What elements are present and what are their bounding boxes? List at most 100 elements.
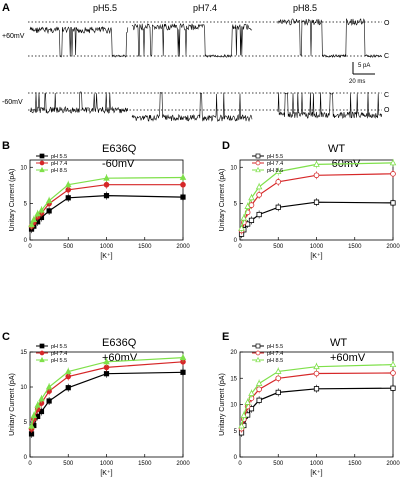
legend-marker — [255, 166, 261, 173]
y-tick-label: 5 — [234, 202, 238, 208]
data-point — [275, 389, 281, 396]
panel-a-letter: A — [2, 2, 10, 14]
x-tick-label: 0 — [28, 461, 32, 467]
chart-annotation: WT — [330, 337, 347, 349]
data-point — [275, 179, 282, 185]
panel-letter: D — [222, 140, 230, 152]
y-tick-label: 5 — [24, 420, 28, 426]
y-tick-label: 10 — [230, 165, 237, 171]
y-tick-label: 0 — [234, 238, 238, 244]
y-tick-label: 20 — [230, 350, 237, 356]
legend-marker — [39, 356, 45, 363]
series-line — [30, 184, 183, 227]
x-tick-label: 1500 — [138, 244, 152, 250]
data-point — [103, 174, 110, 181]
data-point — [180, 369, 186, 375]
x-tick-label: 0 — [238, 244, 242, 250]
scale-time-label: 20 ms — [349, 79, 365, 85]
chart-panel-e: E 0 500 1000 1500 2000 0 5 10 15 20 [K⁺] Unitary Cur… — [219, 331, 400, 477]
legend-label: pH 5.5 — [51, 344, 67, 350]
data-point — [389, 360, 397, 368]
chart-annotation: WT — [328, 143, 345, 155]
panel-letter: C — [2, 331, 10, 343]
data-point — [248, 194, 255, 201]
x-tick-label: 500 — [273, 461, 284, 467]
y-tick-label: 10 — [20, 165, 27, 171]
current-trace — [277, 18, 382, 59]
series-line — [240, 387, 394, 434]
data-point — [28, 422, 35, 429]
data-point — [255, 379, 263, 386]
legend-entry: pH 7.4 — [252, 350, 283, 357]
data-point — [248, 202, 255, 208]
legend-label: pH 7.4 — [51, 161, 67, 167]
legend-entry: pH 8.5 — [252, 356, 283, 364]
level-label-closed-bottom: C — [384, 92, 389, 99]
condition-label-ph74: pH7.4 — [193, 3, 217, 13]
y-axis-label: Unitary Current (pA) — [219, 373, 226, 436]
legend-label: pH 5.5 — [51, 154, 67, 160]
data-point — [64, 181, 72, 188]
level-label-open-bottom: O — [384, 107, 390, 114]
x-tick-label: 500 — [63, 244, 74, 250]
data-point — [180, 194, 186, 200]
x-axis-label: [K⁺] — [100, 253, 112, 260]
x-axis-label: [K⁺] — [310, 253, 322, 260]
x-tick-label: 2000 — [176, 244, 190, 250]
data-point — [275, 204, 281, 210]
data-point — [46, 208, 52, 214]
legend-entry: pH 8.5 — [36, 166, 67, 174]
series-0 — [28, 368, 186, 438]
legend-marker — [39, 166, 45, 173]
data-point — [45, 383, 53, 390]
reference-levels — [28, 21, 382, 111]
scale-bar: 5 pA 20 ms — [349, 62, 375, 85]
data-point — [180, 181, 186, 188]
legend-entry: pH 5.5 — [252, 153, 283, 160]
legend-marker — [255, 343, 261, 349]
series-2 — [238, 360, 397, 431]
x-tick-label: 1000 — [310, 244, 324, 250]
x-tick-label: 1500 — [138, 461, 152, 467]
x-tick-label: 0 — [238, 461, 242, 467]
y-axis-label: Unitary Current (pA) — [9, 373, 16, 436]
y-tick-label: 15 — [20, 350, 27, 356]
data-point — [274, 367, 282, 374]
legend-marker — [255, 350, 261, 356]
series-1 — [238, 369, 396, 433]
x-tick-label: 2000 — [386, 461, 400, 467]
y-tick-label: 0 — [24, 238, 28, 244]
data-point — [390, 200, 396, 206]
data-point — [390, 370, 396, 376]
data-point — [65, 195, 71, 201]
current-trace — [131, 23, 253, 58]
legend-label: pH 7.4 — [267, 351, 283, 357]
current-trace — [131, 91, 253, 123]
series-2 — [238, 158, 397, 233]
legend-label: pH 8.6 — [267, 168, 283, 174]
legend-marker — [39, 153, 45, 159]
data-point — [256, 386, 262, 393]
series-line — [30, 371, 184, 435]
data-point — [313, 363, 320, 370]
current-trace — [277, 91, 383, 119]
chart-annotation: -60mV — [102, 158, 135, 170]
data-point — [255, 183, 263, 190]
data-point — [256, 211, 262, 218]
data-point — [313, 160, 320, 167]
data-point — [248, 217, 255, 223]
data-point — [30, 412, 38, 419]
legend-entry: pH 7.4 — [36, 350, 67, 357]
condition-label-ph85: pH8.5 — [293, 3, 317, 13]
data-point — [313, 370, 320, 377]
chart-panel-b: B 0 500 1000 1500 2000 0 5 10 [K⁺] Unitary Current… — [2, 140, 190, 260]
data-point — [38, 206, 45, 213]
series-0 — [238, 384, 396, 437]
data-point — [179, 173, 187, 180]
x-axis-label: [K⁺] — [310, 470, 322, 477]
legend-entry: pH 5.5 — [36, 153, 67, 160]
y-axis-label: Unitary Current (pA) — [219, 169, 226, 232]
data-point — [30, 215, 38, 223]
